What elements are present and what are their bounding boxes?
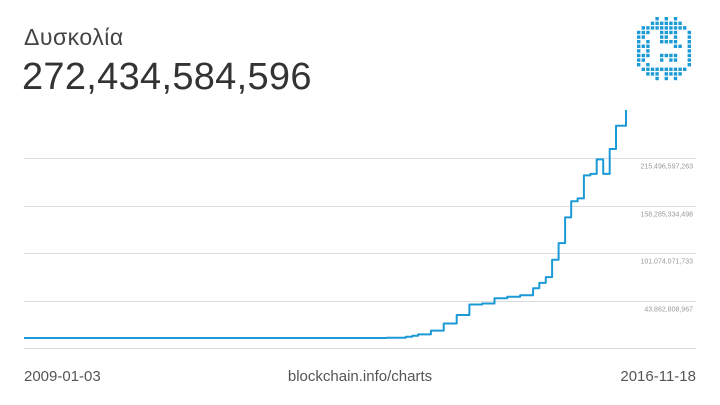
current-difficulty-value: 272,434,584,596 — [22, 56, 312, 98]
start-date-label: 2009-01-03 — [24, 368, 101, 385]
chart-title: Δυσκολία — [24, 24, 124, 50]
difficulty-series-line — [24, 110, 627, 339]
y-tick-label: 101,074,071,733 — [640, 259, 693, 266]
y-tick-label: 215,496,597,263 — [640, 164, 693, 171]
end-date-label: 2016-11-18 — [620, 368, 696, 385]
y-tick-label: 43,862,808,967 — [644, 307, 693, 314]
y-tick-label: 158,285,334,498 — [640, 212, 693, 219]
bitcoin-pixel-logo-icon — [637, 17, 691, 81]
source-link[interactable]: blockchain.info/charts — [287, 368, 433, 385]
